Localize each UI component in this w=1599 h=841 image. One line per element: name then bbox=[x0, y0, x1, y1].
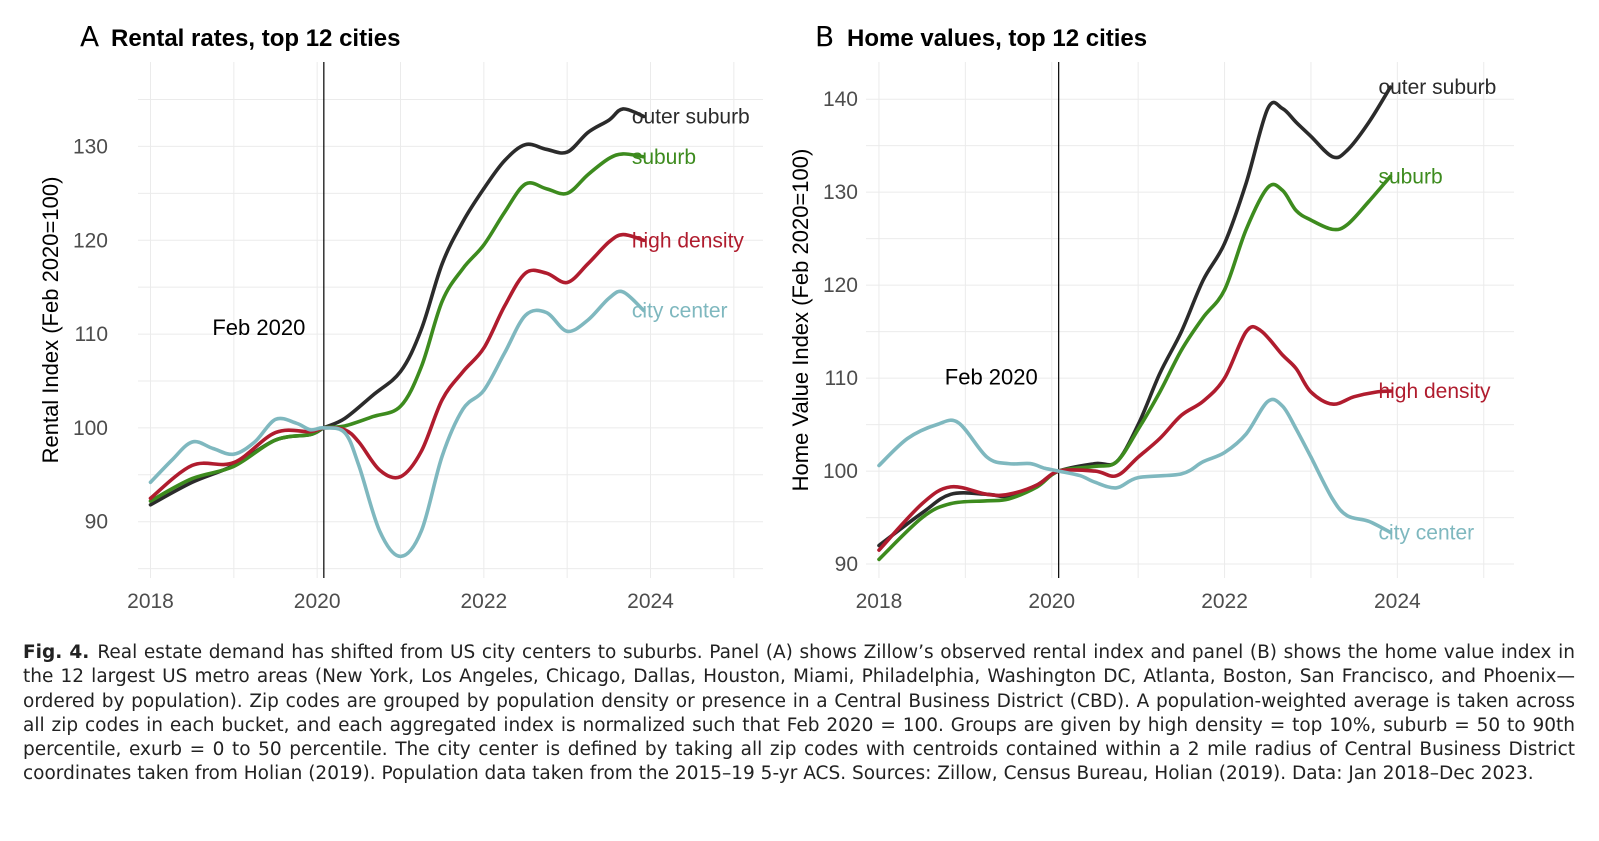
caption-text: Real estate demand has shifted from US c… bbox=[23, 642, 1575, 785]
panel-a-title: Rental rates, top 12 cities bbox=[111, 25, 400, 52]
panel-b-y-tick-label: 130 bbox=[823, 181, 858, 204]
panel-b-x-tick-label: 2020 bbox=[1028, 590, 1075, 613]
panel-a-letter: A bbox=[80, 20, 99, 53]
panel-a-y-axis-label: Rental Index (Feb 2020=100) bbox=[38, 177, 63, 464]
panel-a-x-tick-label: 2022 bbox=[460, 590, 507, 613]
panel-b-x-tick-label: 2018 bbox=[856, 590, 903, 613]
panel-b-y-tick-label: 110 bbox=[825, 367, 858, 390]
panel-a-y-tick-label: 90 bbox=[85, 511, 108, 534]
panel-b-gridlines bbox=[866, 62, 1514, 578]
panel-a-x-tick-label: 2020 bbox=[294, 590, 341, 613]
panel-b-y-tick-label: 90 bbox=[835, 553, 858, 576]
panel-a-y-tick-label: 130 bbox=[73, 135, 108, 158]
panel-b-series-city-center bbox=[877, 397, 1393, 535]
panel-b-y-tick-label: 100 bbox=[823, 460, 858, 483]
panel-b-title: Home values, top 12 cities bbox=[847, 25, 1147, 52]
figure-caption: Fig. 4. Real estate demand has shifted fr… bbox=[23, 641, 1575, 787]
panel-a-x-tick-label: 2018 bbox=[127, 590, 174, 613]
panel-a-y-tick-label: 100 bbox=[73, 417, 108, 440]
panel-a-y-tick-label: 120 bbox=[73, 229, 108, 252]
panel-b-label-high-density: high density bbox=[1378, 380, 1491, 403]
panel-b-y-tick-label: 140 bbox=[823, 88, 858, 111]
panel-a-series-outer-suburb bbox=[148, 107, 646, 507]
panel-b-label-city-center: city center bbox=[1378, 521, 1474, 544]
panel-a-label-high-density: high density bbox=[632, 229, 745, 252]
panel-b-series-suburb bbox=[877, 174, 1393, 562]
panel-a-gridlines bbox=[138, 62, 763, 578]
panel-a-x-tick-label: 2024 bbox=[627, 590, 674, 613]
figure-canvas: A Rental rates, top 12 cities 2018 2020 2022… bbox=[38, 20, 1514, 613]
panel-a-label-suburb: suburb bbox=[632, 146, 696, 169]
panel-a-label-city-center: city center bbox=[632, 300, 728, 323]
panel-b-label-outer-suburb: outer suburb bbox=[1378, 76, 1496, 99]
panel-b-series-high-density bbox=[877, 324, 1393, 552]
panel-a-y-tick-label: 110 bbox=[75, 323, 108, 346]
panel-b-label-suburb: suburb bbox=[1378, 165, 1442, 188]
panel-a-feb-2020-annotation: Feb 2020 bbox=[212, 315, 305, 340]
caption-fig-label: Fig. 4. bbox=[23, 642, 90, 663]
panel-a-rental-rates: A Rental rates, top 12 cities 2018 2020 2022… bbox=[38, 20, 763, 613]
panel-b-y-tick-label: 120 bbox=[823, 274, 858, 297]
panel-b-feb-2020-annotation: Feb 2020 bbox=[945, 365, 1038, 390]
panel-a-label-outer-suburb: outer suburb bbox=[632, 105, 750, 128]
panel-b-letter: B bbox=[815, 20, 834, 53]
panel-a-series-suburb bbox=[148, 152, 646, 503]
panel-b-x-tick-label: 2022 bbox=[1201, 590, 1248, 613]
panel-a-series-city-center bbox=[148, 289, 646, 559]
panel-a-series-high-density bbox=[148, 232, 646, 501]
panel-b-home-values: B Home values, top 12 cities 2018 2020 2022 2… bbox=[788, 20, 1514, 613]
panel-b-x-tick-label: 2024 bbox=[1374, 590, 1421, 613]
panel-b-y-axis-label: Home Value Index (Feb 2020=100) bbox=[788, 149, 813, 492]
